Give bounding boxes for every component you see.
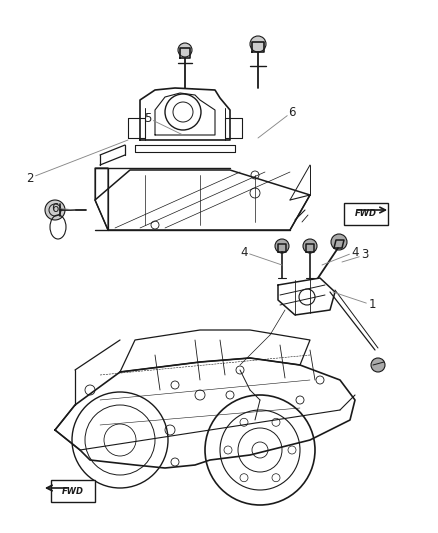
Text: FWD: FWD	[355, 209, 377, 219]
Circle shape	[371, 358, 385, 372]
Text: 4: 4	[351, 246, 359, 259]
Circle shape	[331, 234, 347, 250]
Text: 2: 2	[26, 172, 34, 184]
Text: 3: 3	[361, 248, 369, 262]
FancyBboxPatch shape	[51, 480, 95, 502]
Circle shape	[45, 200, 65, 220]
Circle shape	[303, 239, 317, 253]
Text: FWD: FWD	[62, 487, 84, 496]
Circle shape	[275, 239, 289, 253]
Circle shape	[250, 36, 266, 52]
Circle shape	[178, 43, 192, 57]
FancyBboxPatch shape	[344, 203, 388, 225]
Text: 1: 1	[368, 298, 376, 311]
Text: 4: 4	[240, 246, 248, 259]
Text: 6: 6	[51, 201, 59, 214]
Text: 6: 6	[288, 106, 296, 118]
Text: 5: 5	[144, 111, 152, 125]
